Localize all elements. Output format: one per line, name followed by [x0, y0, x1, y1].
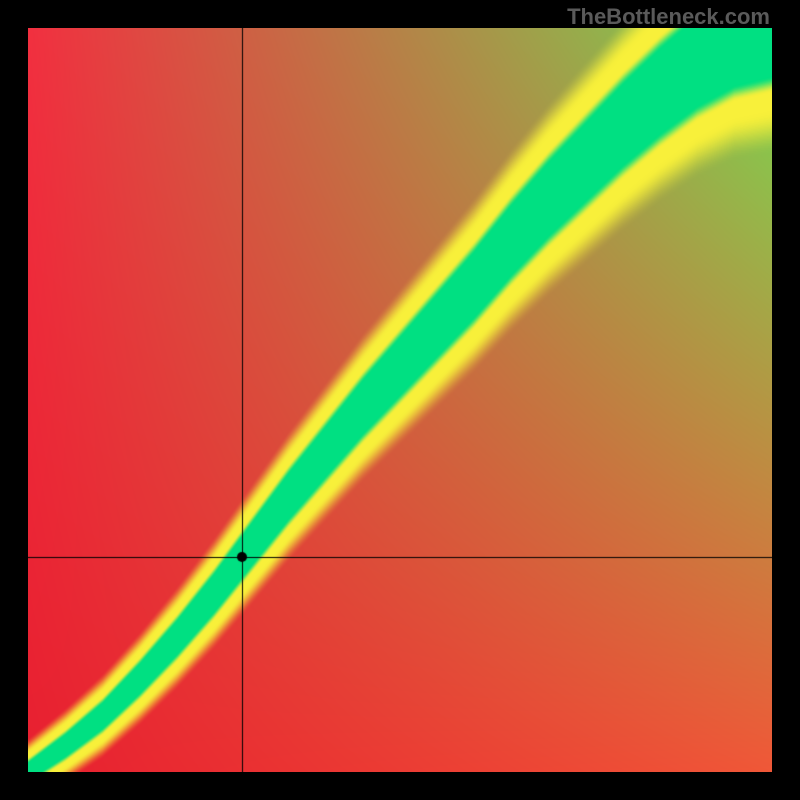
bottleneck-heatmap [28, 28, 772, 772]
chart-container: TheBottleneck.com [0, 0, 800, 800]
watermark-text: TheBottleneck.com [567, 4, 770, 30]
